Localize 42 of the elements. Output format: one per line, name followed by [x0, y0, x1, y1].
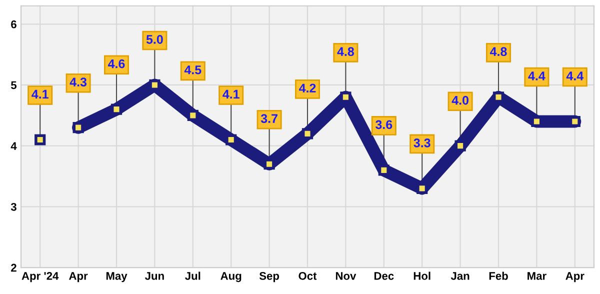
x-tick-label: Apr [69, 272, 88, 282]
data-label: 4.8 [490, 47, 507, 56]
x-tick-label: Jun [144, 272, 164, 280]
y-tick-label: 4 [10, 142, 17, 150]
y-tick-label: 6 [11, 20, 16, 28]
x-tick-label: Oct [298, 272, 317, 280]
data-label: 4.6 [108, 59, 125, 68]
point [110, 104, 122, 115]
x-tick-label: Mar [528, 272, 546, 280]
point [72, 122, 84, 134]
point [378, 164, 390, 176]
data-label: 4.5 [184, 66, 202, 74]
x-tick-label: May [106, 272, 128, 282]
point [226, 134, 237, 146]
data-label: 4.8 [337, 47, 354, 56]
point [454, 140, 466, 152]
data-label: 4.3 [70, 78, 87, 86]
x-tick-label: Hol [414, 272, 430, 280]
point [302, 128, 314, 140]
x-tick-label: Apr '24 [22, 272, 59, 282]
x-tick-label: Nov [336, 272, 356, 280]
data-label: 4.4 [528, 72, 546, 80]
data-label: 4.4 [566, 72, 584, 80]
x-tick-label: Jan [450, 272, 470, 280]
data-label: 4.1 [32, 90, 48, 99]
x-tick-label: Aug [220, 272, 242, 282]
x-tick-label: Dec [374, 272, 394, 280]
x-tick-label: Sep [259, 272, 280, 282]
data-label: 4.1 [222, 90, 240, 99]
point [187, 110, 198, 121]
data-label: 5.0 [146, 35, 163, 44]
data-label: 4.0 [452, 96, 468, 105]
x-tick-label: Jul [185, 272, 200, 280]
data-label: 3.3 [414, 138, 430, 148]
x-tick-label: Apr [566, 272, 584, 282]
y-tick-label: 2 [11, 264, 16, 272]
x-tick-label: Feb [489, 272, 508, 280]
y-tick-label: 5 [10, 81, 17, 90]
data-label: 4.2 [299, 84, 316, 92]
y-tick-label: 3 [10, 202, 16, 211]
data-label: 3.6 [376, 120, 392, 130]
data-label: 3.7 [260, 114, 278, 123]
